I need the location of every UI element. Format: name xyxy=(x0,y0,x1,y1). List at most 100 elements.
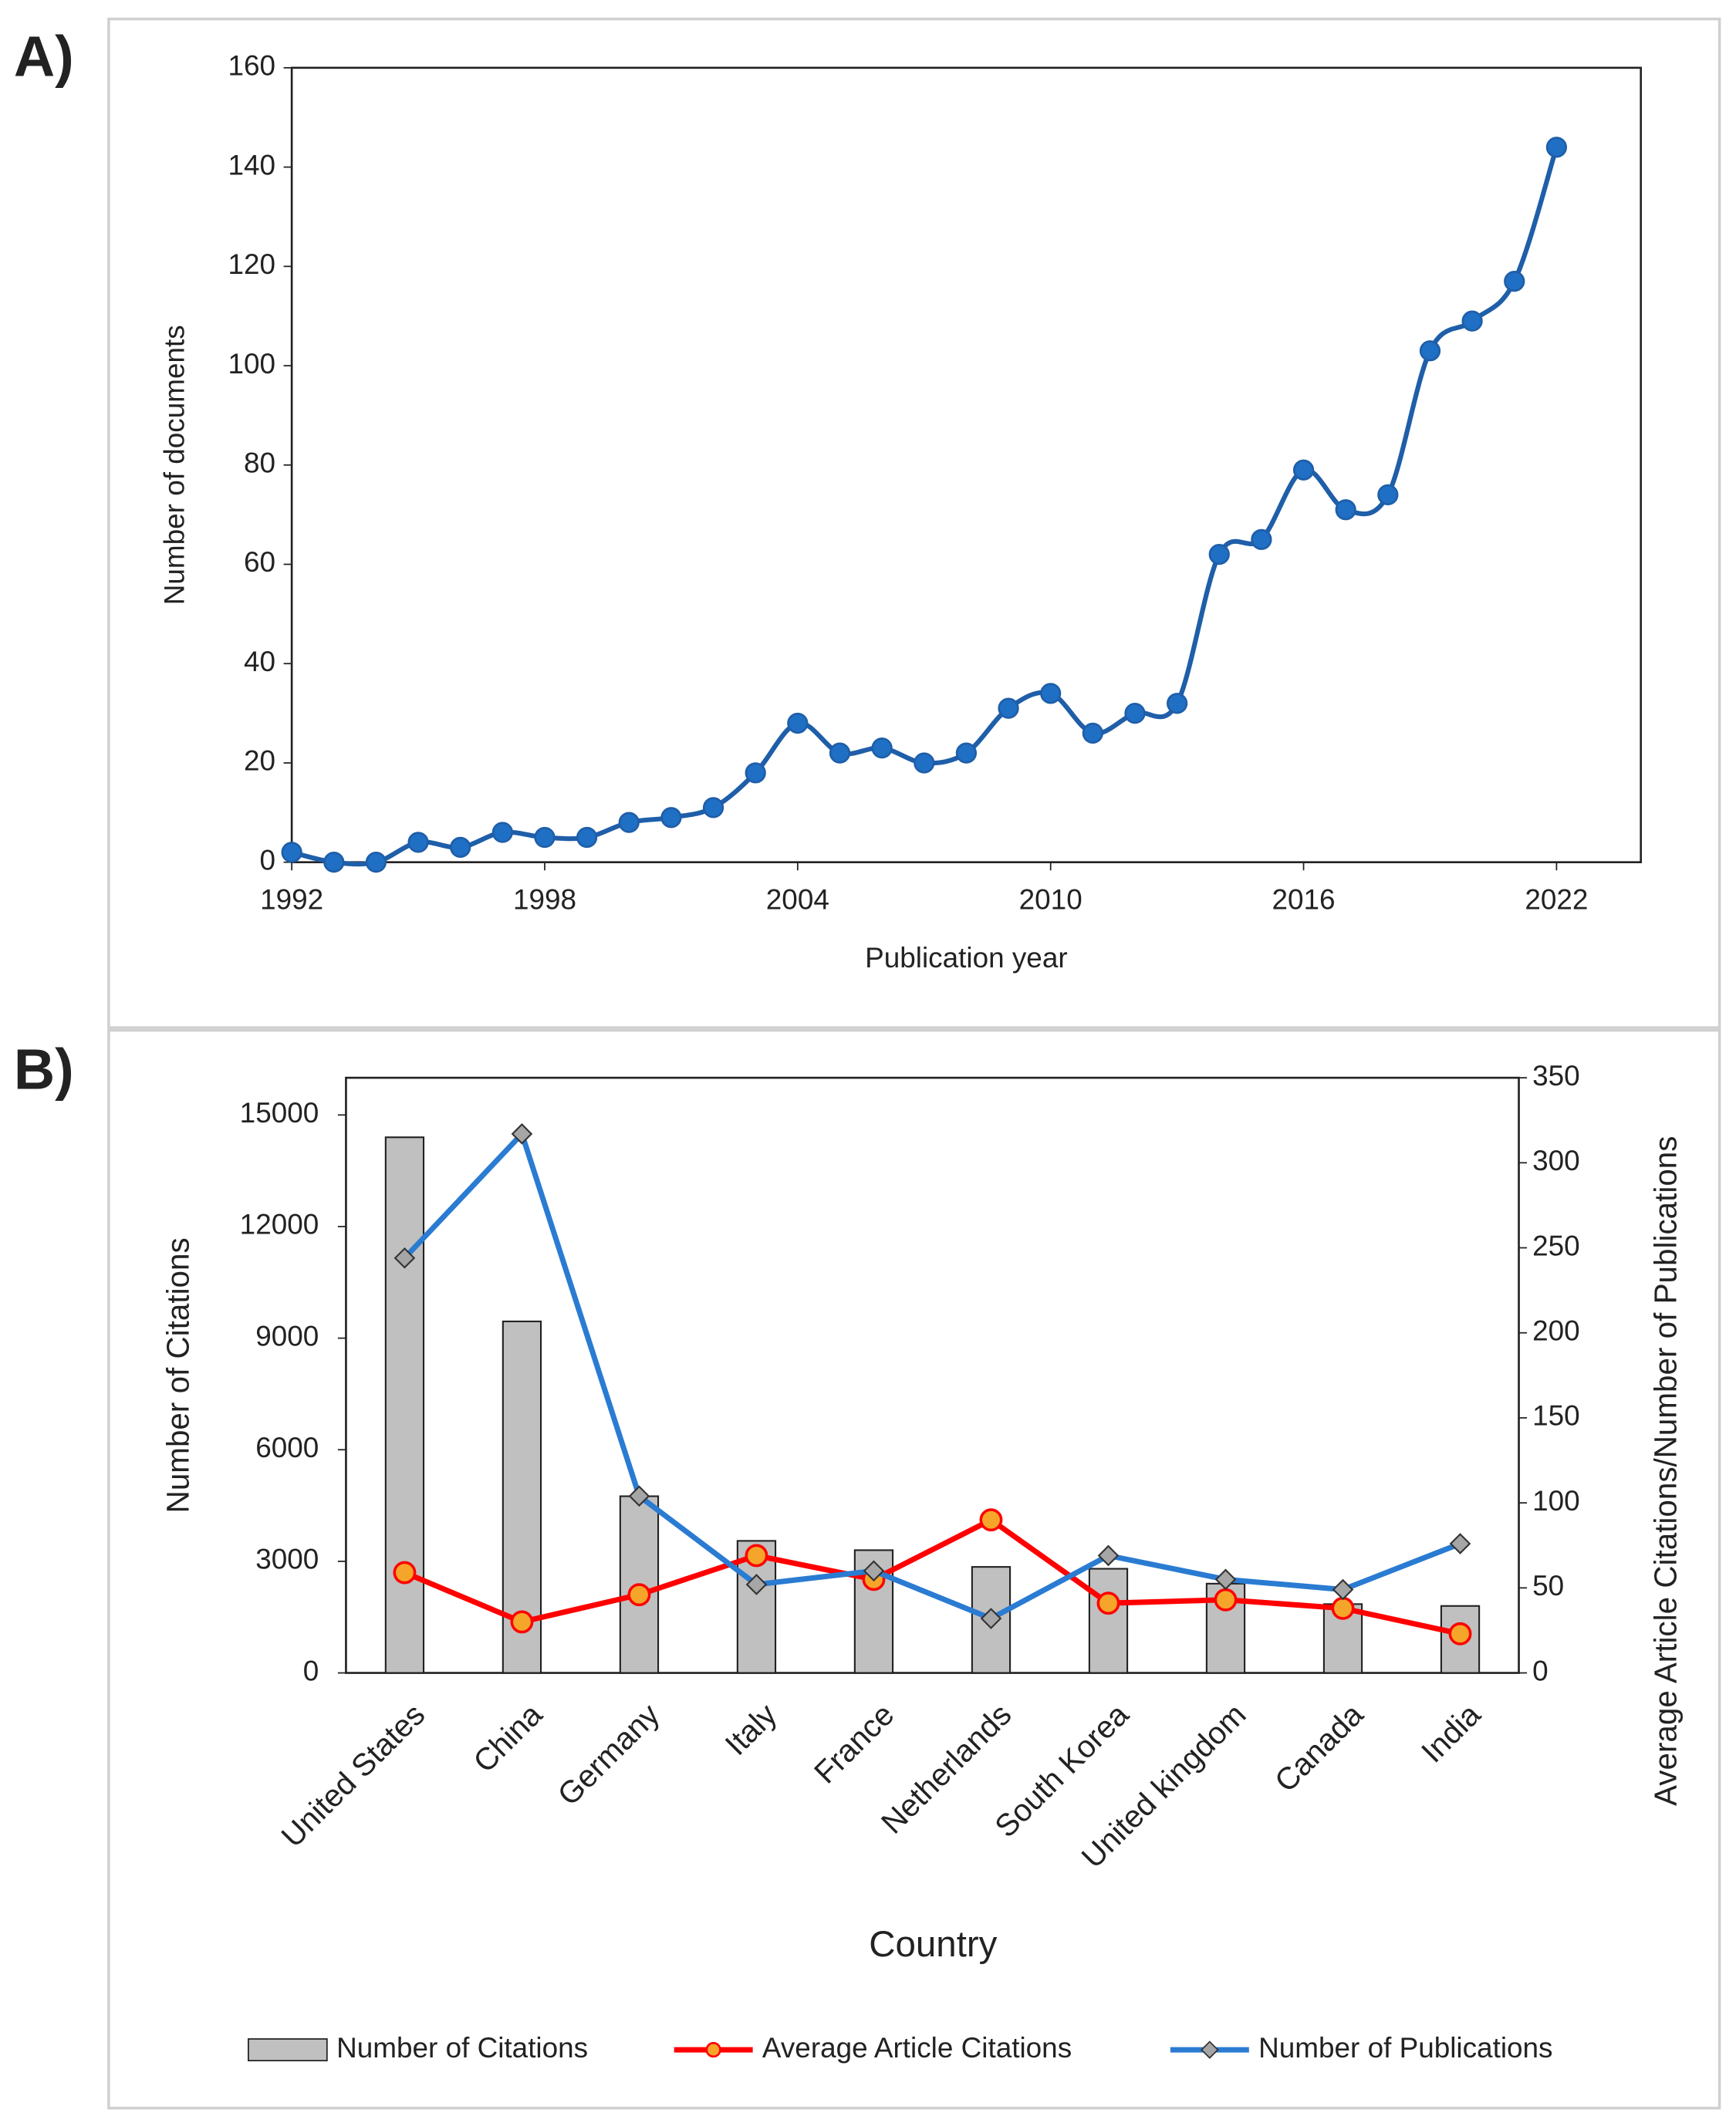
data-point xyxy=(1377,484,1399,506)
y2-tick-label: 50 xyxy=(1532,1570,1564,1602)
panel-label: B) xyxy=(14,1037,74,1101)
data-point xyxy=(871,737,893,759)
data-point xyxy=(393,1561,417,1585)
data-point xyxy=(1214,1568,1237,1591)
data-point xyxy=(955,742,978,764)
data-point xyxy=(1097,1544,1120,1567)
data-point xyxy=(1040,683,1062,704)
y-tick-label: 120 xyxy=(228,248,275,280)
data-point xyxy=(511,1123,533,1145)
data-point xyxy=(1124,702,1146,724)
data-point xyxy=(998,697,1019,719)
y2-tick-label: 350 xyxy=(1532,1060,1580,1092)
data-point xyxy=(627,1583,651,1607)
data-point xyxy=(1167,693,1188,714)
data-point xyxy=(534,826,556,849)
data-point xyxy=(576,826,598,849)
x-axis-title: Publication year xyxy=(865,942,1067,974)
data-point xyxy=(1448,1622,1472,1645)
y-tick-label: 140 xyxy=(228,149,275,181)
data-point xyxy=(863,1560,885,1582)
data-point xyxy=(1208,544,1230,565)
data-point xyxy=(393,1247,416,1269)
data-point xyxy=(980,1608,1002,1629)
y-tick-label: 6000 xyxy=(255,1432,319,1463)
y-axis-title: Number of documents xyxy=(159,325,191,605)
legend-swatch xyxy=(248,2038,328,2062)
y-tick-label: 0 xyxy=(260,844,276,876)
y-tick-label: 160 xyxy=(228,50,275,82)
data-line xyxy=(404,1517,1461,1637)
y-tick-label: 60 xyxy=(244,546,275,578)
x-tick-label: 2004 xyxy=(766,883,829,915)
y-tick-label: 12000 xyxy=(240,1209,319,1240)
data-point xyxy=(1292,459,1315,481)
x-tick-label: 2022 xyxy=(1525,883,1588,915)
data-point xyxy=(1332,1578,1354,1601)
panel-label: A) xyxy=(14,25,74,89)
data-point xyxy=(281,842,302,863)
y2-tick-label: 300 xyxy=(1532,1145,1580,1176)
data-point xyxy=(745,1544,768,1568)
data-point xyxy=(1096,1591,1120,1615)
data-point xyxy=(1214,1588,1238,1612)
legend-label: Average Article Citations xyxy=(762,2032,1072,2064)
y-tick-label: 9000 xyxy=(255,1320,319,1352)
data-point xyxy=(1545,137,1568,158)
bar xyxy=(619,1495,660,1674)
data-point xyxy=(745,1574,768,1595)
y2-tick-label: 200 xyxy=(1532,1315,1580,1346)
legend-marker xyxy=(705,2041,721,2058)
y2-tick-label: 100 xyxy=(1532,1485,1580,1517)
data-point xyxy=(914,752,935,774)
data-point xyxy=(628,1485,650,1507)
x-tick-label: 1992 xyxy=(260,883,323,915)
y-tick-label: 3000 xyxy=(255,1544,319,1575)
data-point xyxy=(491,822,513,843)
data-point xyxy=(1419,340,1441,362)
bar xyxy=(384,1136,425,1674)
data-point xyxy=(1335,499,1356,521)
x-tick-label: 2016 xyxy=(1272,883,1336,915)
y-tick-label: 40 xyxy=(244,646,275,677)
data-point xyxy=(407,832,429,853)
data-point xyxy=(1449,1533,1471,1554)
panel-a-frame xyxy=(107,17,1721,1029)
data-line xyxy=(402,1129,1461,1622)
data-point xyxy=(1461,310,1483,332)
panel-b-frame xyxy=(107,1028,1721,2110)
data-point xyxy=(1251,528,1272,550)
x-tick-label: 2010 xyxy=(1019,883,1082,915)
bar xyxy=(1088,1568,1129,1674)
legend-marker xyxy=(1201,2040,1219,2059)
data-point xyxy=(979,1508,1003,1532)
y-tick-label: 20 xyxy=(244,745,275,777)
data-point xyxy=(660,807,682,829)
data-point xyxy=(1331,1596,1355,1620)
data-point xyxy=(618,812,640,833)
data-point xyxy=(1504,271,1525,292)
data-point xyxy=(787,712,809,734)
data-point xyxy=(450,836,471,858)
y-tick-label: 15000 xyxy=(240,1097,319,1129)
data-point xyxy=(829,742,851,764)
y-axis-title: Number of Citations xyxy=(160,1237,196,1513)
legend-label: Number of Publications xyxy=(1258,2032,1552,2064)
data-point xyxy=(365,852,387,873)
plot-frame xyxy=(345,1076,1520,1674)
x-axis-title: Country xyxy=(869,1924,997,1965)
y2-tick-label: 0 xyxy=(1532,1655,1549,1686)
y2-axis-title: Average Article Citations/Number of Publ… xyxy=(1648,1136,1684,1806)
legend-label: Number of Citations xyxy=(336,2032,588,2064)
data-point xyxy=(702,797,724,818)
x-tick-label: 1998 xyxy=(513,883,576,915)
y-tick-label: 80 xyxy=(244,447,275,479)
data-point xyxy=(1082,722,1103,744)
y2-tick-label: 250 xyxy=(1532,1230,1580,1261)
y-tick-label: 0 xyxy=(303,1655,319,1686)
y-tick-label: 100 xyxy=(228,348,275,380)
y2-tick-label: 150 xyxy=(1532,1400,1580,1432)
data-point xyxy=(745,762,766,784)
